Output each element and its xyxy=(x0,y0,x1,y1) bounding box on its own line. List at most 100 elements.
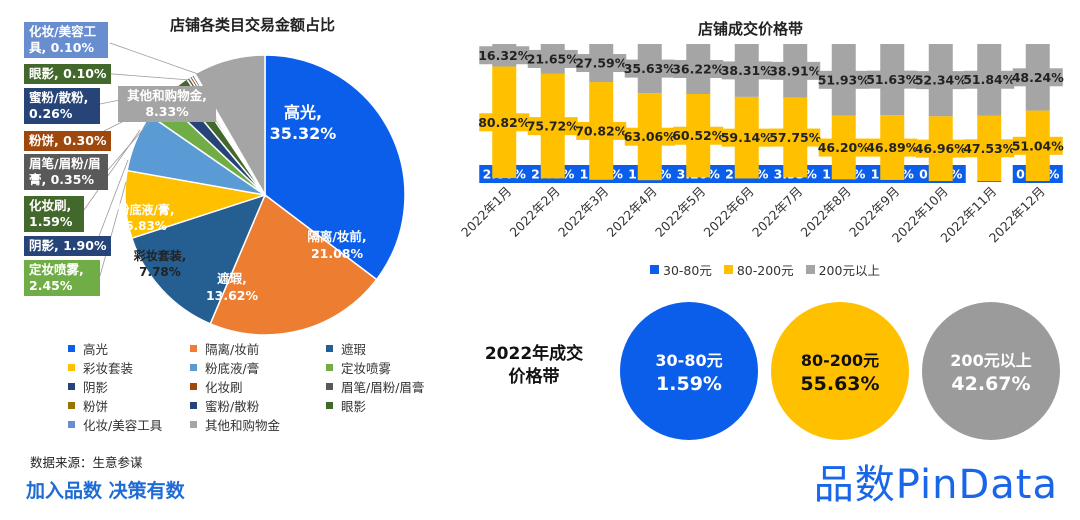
bar-legend-swatch xyxy=(650,265,659,274)
bar-data-label: 63.06% xyxy=(624,129,677,144)
summary-label: 200元以上 xyxy=(950,351,1032,370)
brand-name: 品数PinData xyxy=(813,462,1058,508)
bar-data-label: 70.82% xyxy=(575,123,628,138)
label-primer-name: 隔离/妆前, xyxy=(307,229,367,244)
pie-legend-item: 蜜粉/散粉 xyxy=(190,397,326,414)
pie-legend-item: 眉笔/眉粉/眉膏 xyxy=(326,378,456,395)
callout-contour: 阴影, 1.90% xyxy=(24,236,112,256)
pie-legend-item: 粉底液/膏 xyxy=(190,359,326,376)
bar-label-bg-2-6 xyxy=(770,61,821,80)
bar-legend-label: 200元以上 xyxy=(818,263,880,278)
bar-label-bg-1-4 xyxy=(673,126,724,145)
pie-legend-label: 阴影 xyxy=(83,380,109,395)
bar-label-bg-1-10 xyxy=(964,139,1015,158)
label-concealer-name: 遮瑕, xyxy=(217,271,247,286)
pie-legend-item: 定妆喷雾 xyxy=(326,359,456,376)
bar-label-bg-2-0 xyxy=(479,46,530,65)
bar-data-label: 46.89% xyxy=(866,140,919,155)
callout-eyeshadow: 眼影, 0.10% xyxy=(24,64,112,84)
bar-label-bg-1-11 xyxy=(1012,136,1063,155)
bar-label-bg-2-11 xyxy=(1012,68,1063,87)
bar-data-label: 51.63% xyxy=(866,72,919,87)
pie-legend-label: 化妆/美容工具 xyxy=(83,418,163,433)
pie-legend-item: 隔离/妆前 xyxy=(190,340,326,357)
summary-label: 80-200元 xyxy=(800,351,880,370)
pie-legend-swatch xyxy=(190,345,197,352)
pie-legend-swatch xyxy=(68,421,75,428)
bar-label-bg-1-9 xyxy=(915,139,966,158)
pie-legend-swatch xyxy=(68,345,75,352)
bar-data-label: 35.63% xyxy=(624,61,677,76)
brand-logo: 品数PinData xyxy=(814,452,1058,510)
bar-legend-label: 30-80元 xyxy=(663,263,712,278)
bar-label-bg-2-8 xyxy=(867,70,918,89)
leader-line-6 xyxy=(95,159,129,245)
pie-chart-title: 店铺各类目交易金额占比 xyxy=(170,16,336,34)
pie-legend-swatch xyxy=(326,402,333,409)
summary-circle-30-80: 30-80元 1.59% xyxy=(620,302,758,440)
bar-label-bg-2-3 xyxy=(624,59,675,78)
bar-legend-item: 200元以上 xyxy=(805,260,880,279)
label-highlight: 高光, 35.32% xyxy=(258,102,348,144)
callout-loose-powder: 蜜粉/散粉, 0.26% xyxy=(24,88,100,124)
pie-legend-label: 化妆刷 xyxy=(205,380,243,395)
bar-category-label: 2022年7月 xyxy=(749,184,805,240)
bar-data-label: 51.04% xyxy=(1012,138,1065,153)
pie-legend-label: 遮瑕 xyxy=(341,342,367,357)
pie-legend-label: 高光 xyxy=(83,342,109,357)
label-makeup-set-name: 彩妆套装, xyxy=(133,249,187,263)
summary-value: 1.59% xyxy=(656,373,722,395)
bar-legend-swatch xyxy=(805,265,815,274)
pie-legend-swatch xyxy=(190,364,197,371)
summary-label: 30-80元 xyxy=(655,351,723,370)
pie-legend-item: 粉饼 xyxy=(68,397,190,414)
bar-data-label: 38.91% xyxy=(769,63,822,78)
bar-category-label: 2022年3月 xyxy=(555,184,611,240)
bar-data-label: 47.53% xyxy=(963,141,1016,156)
label-foundation-name: 粉底液/膏, xyxy=(117,203,175,217)
pie-legend-item: 化妆/美容工具 xyxy=(68,416,190,433)
bar-data-label: 36.22% xyxy=(672,61,725,76)
bar-chart-title: 店铺成交价格带 xyxy=(698,20,804,38)
pie-legend-swatch xyxy=(190,421,197,428)
pie-legend-swatch xyxy=(326,364,333,371)
bar-label-bg-1-3 xyxy=(624,127,675,146)
label-highlight-name: 高光, xyxy=(283,103,323,122)
bar-category-label: 2022年5月 xyxy=(652,184,708,240)
bar-data-label: 51.84% xyxy=(963,72,1016,87)
callout-pressed-powder: 粉饼, 0.30% xyxy=(24,131,112,151)
pie-legend-label: 定妆喷雾 xyxy=(341,361,392,376)
pie-slice-0 xyxy=(264,54,406,281)
bar-legend-swatch xyxy=(723,265,733,274)
bar-legend-item: 80-200元 xyxy=(723,260,794,279)
pie-legend: 高光 隔离/妆前 遮瑕彩妆套装 粉底液/膏 定妆喷雾阴影 化妆刷 眉笔/眉粉/眉膏粉饼 蜜粉/… xyxy=(68,340,456,433)
pie-legend-item: 高光 xyxy=(68,340,190,357)
bar-category-label: 2022年6月 xyxy=(700,184,756,240)
bar-label-bg-2-4 xyxy=(673,59,724,78)
leader-line-7 xyxy=(99,181,127,277)
bar-legend: 30-80元 80-200元 200元以上 xyxy=(650,260,880,279)
pie-legend-item: 彩妆套装 xyxy=(68,359,190,376)
leader-line-0 xyxy=(109,42,199,75)
bar-category-label: 2022年2月 xyxy=(506,184,562,240)
label-highlight-value: 35.32% xyxy=(269,124,337,143)
summary-title: 2022年成交价格带 xyxy=(484,344,584,387)
leader-line-1 xyxy=(99,72,191,81)
bar-label-bg-1-7 xyxy=(818,138,869,157)
callout-tools: 化妆/美容工具, 0.10% xyxy=(24,22,108,58)
bar-label-bg-2-10 xyxy=(964,70,1015,89)
summary-value: 55.63% xyxy=(800,373,880,395)
bar-label-bg-1-1 xyxy=(527,117,578,136)
label-foundation-value: 6.83% xyxy=(125,219,167,233)
bar-data-label: 46.20% xyxy=(818,140,871,155)
summary-value: 42.67% xyxy=(951,373,1031,395)
pie-legend-item: 化妆刷 xyxy=(190,378,326,395)
label-concealer-value: 13.62% xyxy=(205,288,259,303)
bar-label-bg-1-6 xyxy=(770,128,821,147)
bar-data-label: 46.96% xyxy=(915,141,968,156)
pie-legend-item: 其他和购物金 xyxy=(190,416,326,433)
label-foundation: 粉底液/膏, 6.83% xyxy=(106,202,186,234)
pie-legend-swatch xyxy=(68,383,75,390)
bar-data-label: 80.82% xyxy=(478,115,531,130)
pie-slice-2 xyxy=(130,193,267,325)
